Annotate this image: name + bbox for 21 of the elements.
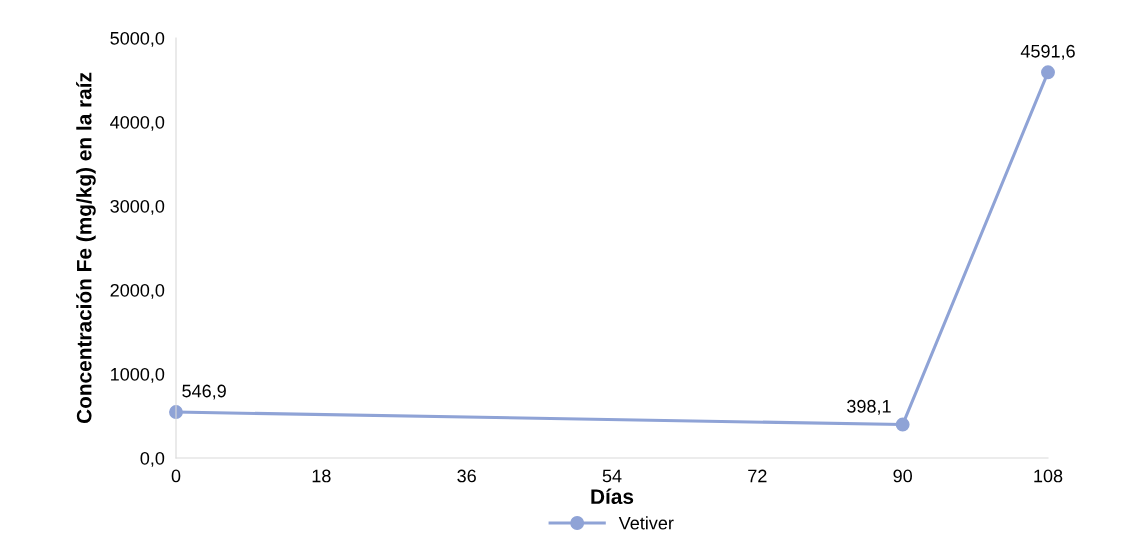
y-tick-label: 5000,0 [110, 31, 165, 47]
y-tick-label: 0,0 [140, 451, 165, 467]
y-tick-label: 1000,0 [111, 367, 165, 383]
legend-label: Vetiver [618, 516, 674, 530]
data-label: 546,9 [182, 384, 226, 400]
y-tick-label: 3000,0 [110, 199, 165, 215]
point [1041, 65, 1055, 80]
data-label: 398,1 [847, 399, 891, 415]
x-tick-label: 36 [457, 469, 476, 483]
x-tick-label: 108 [1034, 469, 1063, 483]
point [895, 417, 910, 432]
x-tick-label: 54 [602, 469, 622, 483]
x-tick-label: 72 [748, 469, 767, 483]
x-tick-label: 0 [171, 469, 181, 483]
data-label: 4591,6 [1020, 44, 1075, 60]
x-tick-label: 90 [893, 469, 912, 483]
x-tick-label: 18 [312, 469, 331, 483]
y-tick-label: 4000,0 [110, 115, 165, 131]
x-axis-title: Días [591, 488, 634, 505]
y-tick-label: 2000,0 [110, 283, 165, 299]
y-axis-title: Concentración Fe (mg/kg) en la raíz [76, 72, 96, 424]
